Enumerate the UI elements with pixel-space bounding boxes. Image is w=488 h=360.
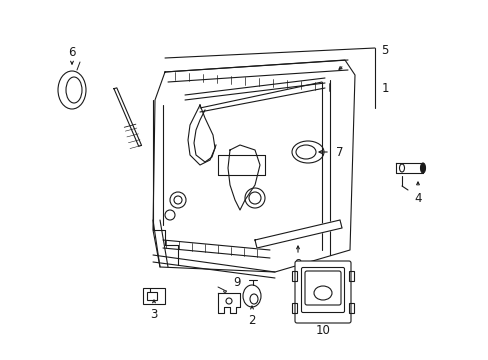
- Bar: [348, 271, 353, 281]
- Text: 9: 9: [233, 276, 240, 289]
- Polygon shape: [254, 220, 341, 248]
- Text: 7: 7: [336, 145, 343, 158]
- FancyBboxPatch shape: [305, 271, 340, 305]
- FancyBboxPatch shape: [301, 267, 344, 312]
- Text: 1: 1: [381, 81, 388, 94]
- FancyBboxPatch shape: [294, 261, 350, 323]
- Polygon shape: [114, 88, 141, 146]
- Bar: [291, 303, 296, 313]
- Text: 3: 3: [150, 309, 157, 321]
- Bar: [142, 288, 164, 304]
- Ellipse shape: [420, 163, 425, 173]
- Text: 6: 6: [68, 46, 76, 59]
- Text: 4: 4: [413, 192, 421, 204]
- Bar: [291, 271, 296, 281]
- Text: 2: 2: [248, 314, 255, 327]
- Bar: [348, 303, 353, 313]
- Text: 10: 10: [315, 324, 330, 337]
- Polygon shape: [218, 293, 240, 313]
- Bar: [147, 292, 157, 300]
- Text: 8: 8: [294, 257, 301, 270]
- Text: 5: 5: [381, 44, 388, 57]
- Polygon shape: [395, 163, 422, 173]
